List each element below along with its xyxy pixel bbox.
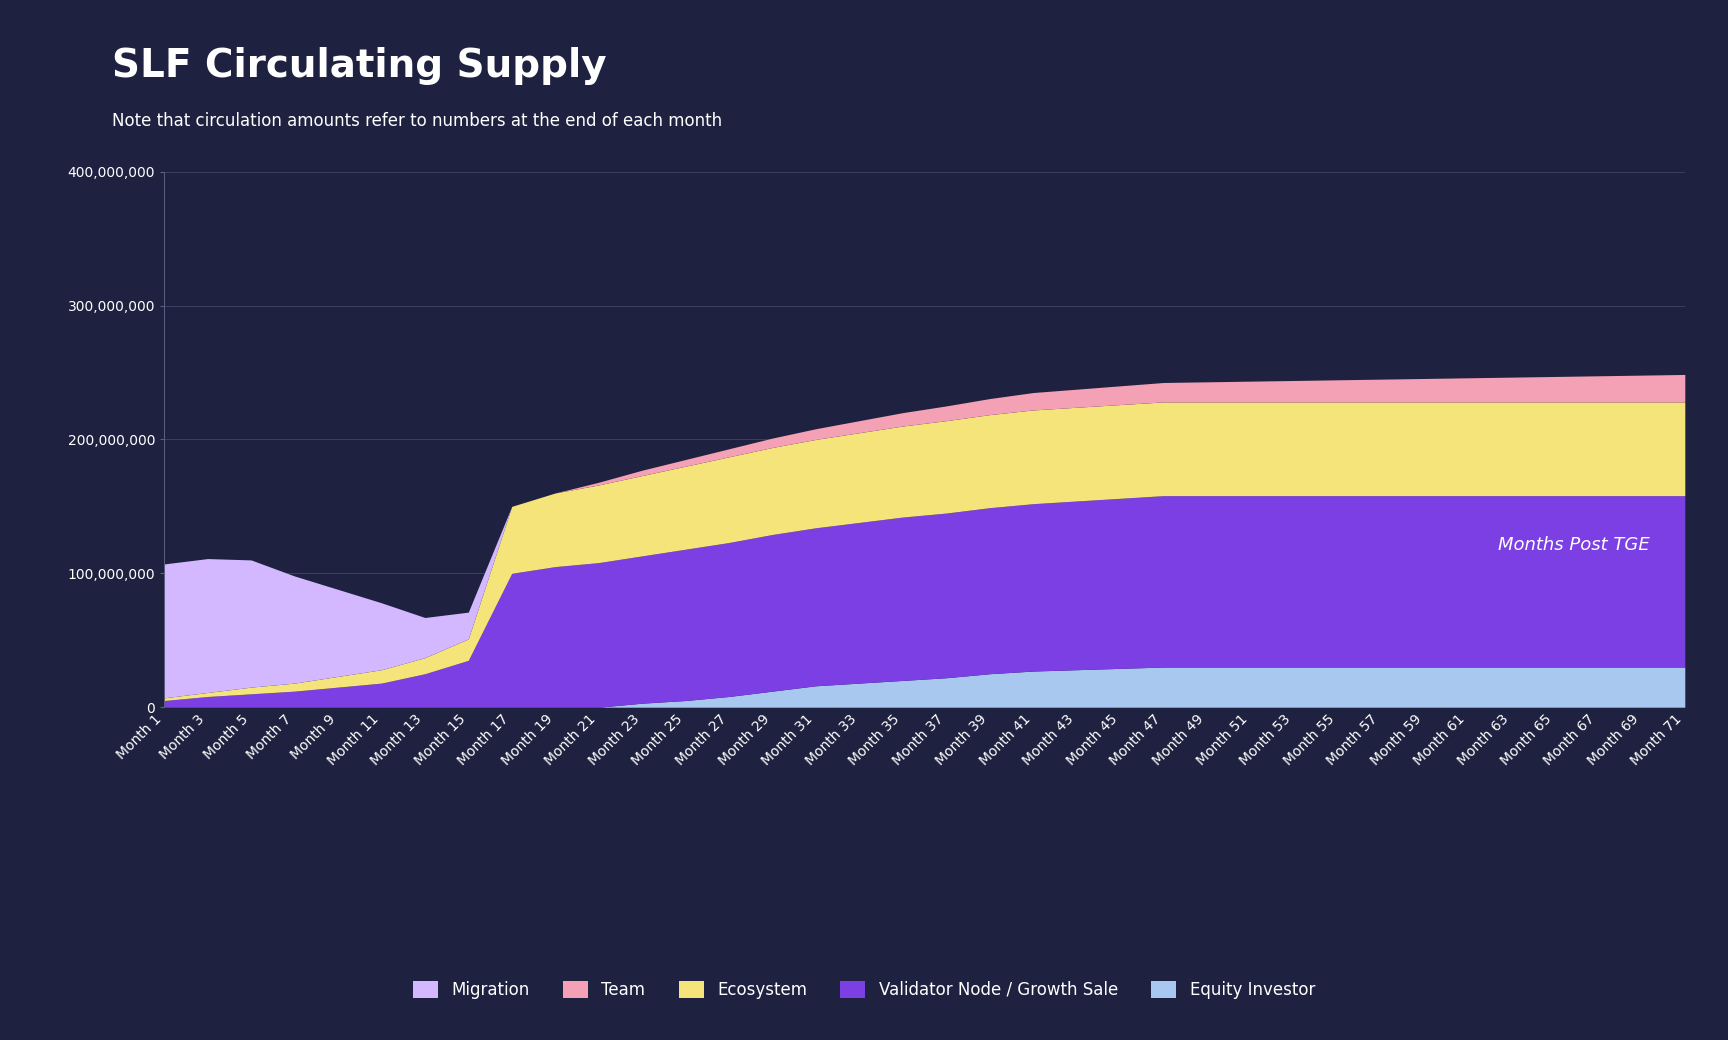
Text: SLF Circulating Supply: SLF Circulating Supply <box>112 47 607 85</box>
Text: Note that circulation amounts refer to numbers at the end of each month: Note that circulation amounts refer to n… <box>112 112 722 130</box>
Legend: Migration, Team, Ecosystem, Validator Node / Growth Sale, Equity Investor: Migration, Team, Ecosystem, Validator No… <box>406 974 1322 1006</box>
Text: Months Post TGE: Months Post TGE <box>1498 536 1650 553</box>
